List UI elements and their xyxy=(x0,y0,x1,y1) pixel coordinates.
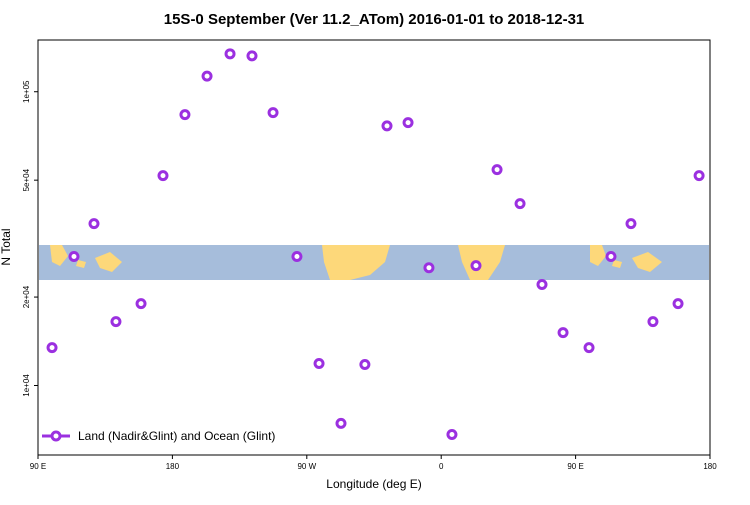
data-point xyxy=(402,117,414,129)
data-point xyxy=(672,298,684,310)
x-axis-label: Longitude (deg E) xyxy=(326,477,421,491)
x-tick-label: 0 xyxy=(439,462,444,471)
data-point xyxy=(423,262,435,274)
data-point xyxy=(647,316,659,328)
data-point xyxy=(267,107,279,119)
data-point xyxy=(583,342,595,354)
data-point xyxy=(381,120,393,132)
data-point xyxy=(135,298,147,310)
chart-title: 15S-0 September (Ver 11.2_ATom) 2016-01-… xyxy=(164,11,585,28)
plot-frame xyxy=(37,39,711,456)
data-point xyxy=(693,170,705,182)
data-point xyxy=(335,417,347,429)
data-point xyxy=(446,429,458,441)
x-tick-label: 180 xyxy=(703,462,717,471)
data-point xyxy=(470,260,482,272)
data-point xyxy=(224,48,236,60)
data-point xyxy=(536,279,548,291)
data-point xyxy=(491,164,503,176)
data-point xyxy=(201,70,213,82)
y-tick-label: 2e+04 xyxy=(22,285,31,308)
x-tick-label: 90 E xyxy=(567,462,583,471)
y-tick-label: 1e+05 xyxy=(22,80,31,103)
data-point xyxy=(557,327,569,339)
x-tick-label: 90 E xyxy=(30,462,46,471)
y-tick-label: 1e+04 xyxy=(22,374,31,397)
y-axis-label: N Total xyxy=(0,228,13,265)
data-point xyxy=(291,251,303,263)
x-tick-label: 90 W xyxy=(297,462,316,471)
data-point xyxy=(88,218,100,230)
map-strip xyxy=(39,245,709,280)
data-point xyxy=(514,198,526,210)
data-point xyxy=(625,218,637,230)
data-point xyxy=(179,109,191,121)
data-point xyxy=(46,342,58,354)
y-tick-label: 5e+04 xyxy=(22,168,31,191)
legend-marker xyxy=(50,430,62,442)
data-point xyxy=(68,251,80,263)
data-point xyxy=(157,170,169,182)
data-point xyxy=(246,50,258,62)
data-point xyxy=(110,316,122,328)
data-point xyxy=(313,358,325,370)
data-point xyxy=(359,358,371,370)
x-tick-label: 180 xyxy=(166,462,180,471)
legend-label: Land (Nadir&Glint) and Ocean (Glint) xyxy=(78,429,275,443)
data-point xyxy=(605,251,617,263)
